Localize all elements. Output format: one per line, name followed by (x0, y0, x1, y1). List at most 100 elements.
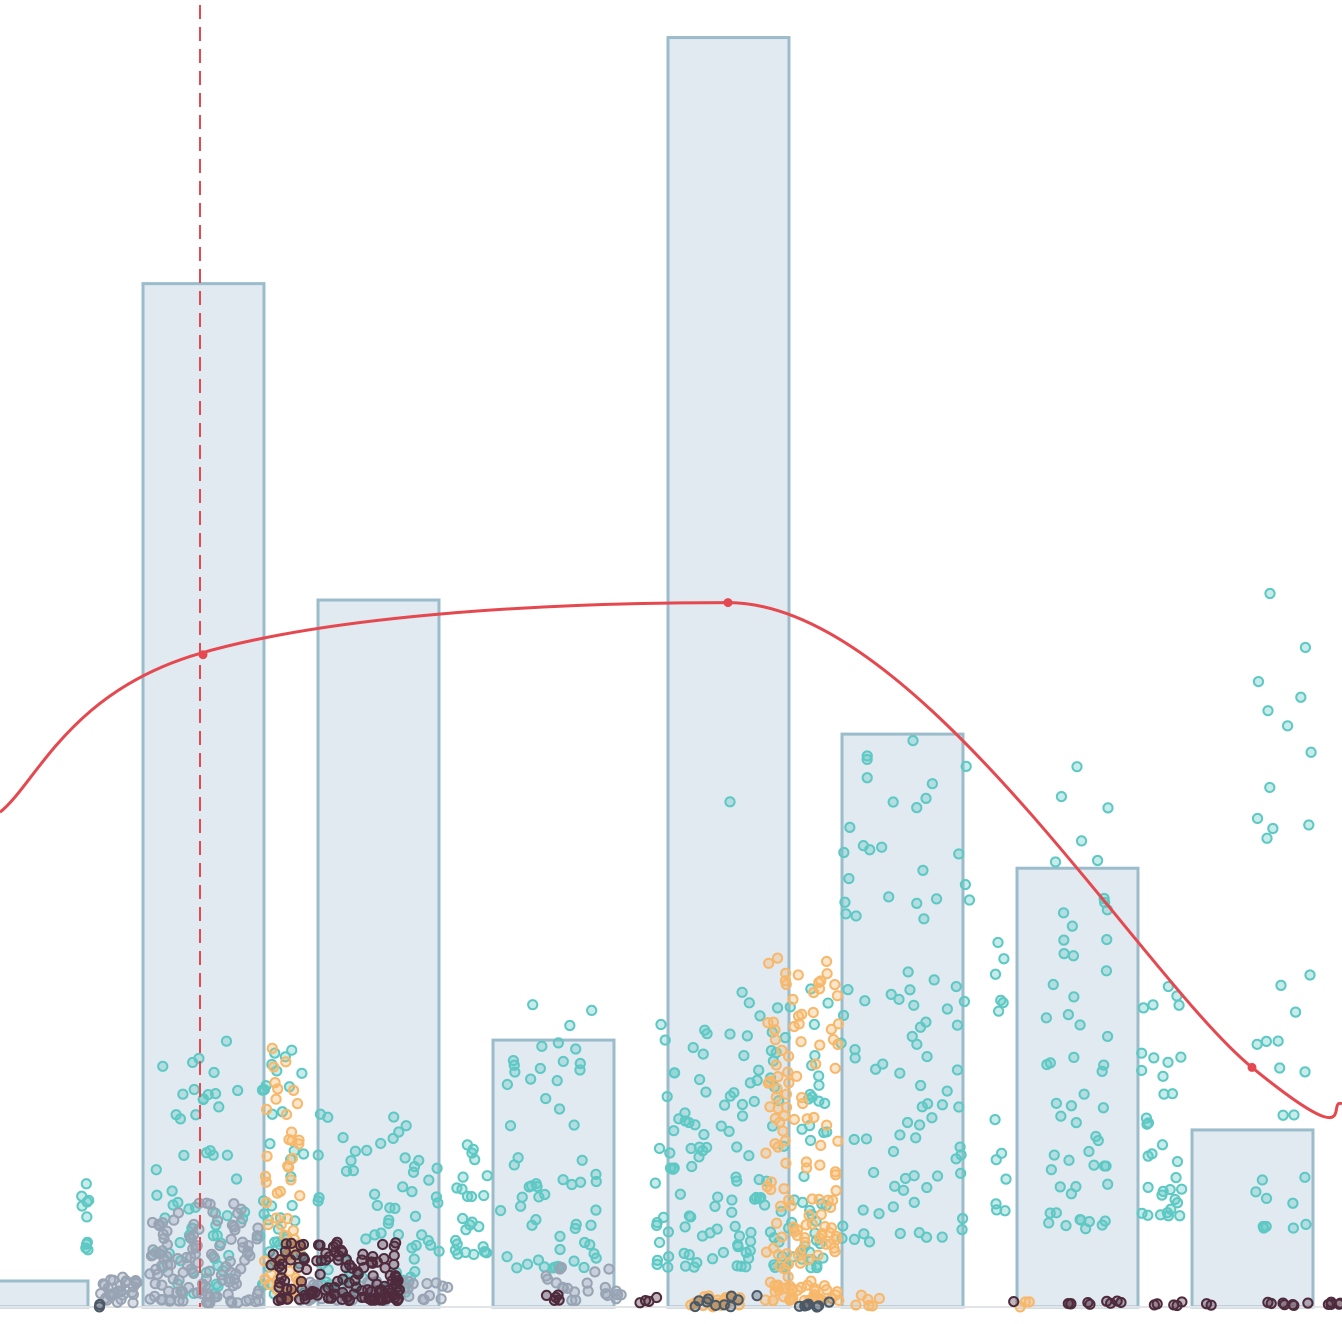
scatter-point-orange (763, 1075, 776, 1087)
scatter-point-teal (516, 1191, 528, 1203)
scatter-point-teal (504, 1120, 517, 1132)
scatter-point-teal (220, 1035, 233, 1047)
scatter-point-teal (883, 891, 895, 903)
scatter-layer (76, 587, 1342, 1313)
scatter-point-teal (963, 894, 976, 906)
scatter-point-gray (107, 1274, 119, 1286)
scatter-point-teal (230, 1173, 243, 1185)
scatter-point-gray (239, 1254, 251, 1266)
scatter-point-maroon (377, 1238, 389, 1251)
scatter-point-teal (322, 1111, 334, 1123)
scatter-point-teal (501, 1078, 513, 1091)
scatter-point-orange (269, 1077, 281, 1089)
scatter-point-teal (258, 1208, 270, 1220)
scatter-point-teal (461, 1139, 473, 1151)
scatter-point-teal (655, 1018, 667, 1031)
scatter-point-teal (920, 1231, 933, 1243)
scatter-point-teal (914, 1021, 927, 1033)
scatter-point-gray (403, 1290, 415, 1303)
scatter-point-teal (754, 1010, 766, 1022)
scatter-point-gray (201, 1197, 213, 1209)
scatter-point-gray (145, 1250, 158, 1262)
scatter-point-maroon (1151, 1298, 1163, 1310)
scatter-point-gray (185, 1233, 198, 1245)
scatter-point-orange (776, 1044, 788, 1056)
scatter-point-orange (815, 1139, 827, 1152)
scatter-point-teal (729, 1220, 741, 1233)
scatter-point-maroon (1205, 1299, 1217, 1311)
scatter-point-teal (457, 1171, 469, 1183)
scatter-point-teal (770, 1047, 782, 1059)
scatter-point-teal (588, 1248, 600, 1260)
scatter-point-orange (780, 1088, 793, 1100)
scatter-point-teal (525, 1073, 537, 1085)
scatter-point-teal (172, 1196, 184, 1209)
scatter-point-teal (1264, 587, 1276, 600)
scatter-point-teal (1148, 1052, 1160, 1064)
scatter-point-teal (157, 1060, 169, 1072)
scatter-point-teal (661, 1090, 673, 1103)
scatter-point-maroon (322, 1292, 335, 1304)
scatter-point-teal (177, 1088, 189, 1100)
scatter-point-teal (349, 1145, 361, 1157)
scatter-point-teal (904, 984, 916, 996)
scatter-point-teal (950, 980, 962, 993)
scatter-point-gray (251, 1230, 263, 1242)
scatter-point-teal (1162, 980, 1174, 993)
scatter-point-teal (312, 1149, 324, 1161)
scatter-point-orange (291, 1098, 304, 1110)
scatter-point-gray (225, 1233, 237, 1245)
scatter-point-maroon (343, 1277, 355, 1289)
scatter-point-orange (782, 1066, 794, 1078)
scatter-point-teal (894, 1129, 906, 1141)
scatter-point-teal (993, 1005, 1005, 1017)
scatter-point-orange (268, 1061, 280, 1073)
scatter-point-teal (753, 1064, 765, 1076)
scatter-point-orange (788, 1113, 800, 1126)
scatter-point-teal (1274, 1062, 1286, 1074)
scatter-point-teal (668, 1067, 681, 1079)
scatter-point-orange (782, 1271, 794, 1283)
scatter-point-maroon (634, 1297, 646, 1309)
scatter-point-teal (911, 1038, 923, 1050)
scatter-point-teal (1063, 1154, 1075, 1166)
scatter-point-teal (877, 1058, 889, 1070)
scatter-point-orange (260, 1103, 273, 1115)
scatter-point-teal (901, 1116, 914, 1129)
scatter-point-teal (1169, 1193, 1181, 1206)
scatter-point-teal (512, 1152, 524, 1164)
scatter-point-teal (1092, 1134, 1104, 1147)
scatter-point-teal (887, 1145, 900, 1158)
scatter-point-teal (1264, 781, 1276, 794)
scatter-point-teal (1062, 1009, 1074, 1021)
scatter-point-teal (408, 1253, 420, 1265)
scatter-point-teal (361, 1144, 373, 1157)
scatter-point-teal (207, 1149, 219, 1161)
scatter-point-teal (375, 1137, 387, 1150)
scatter-point-teal (797, 1196, 809, 1208)
bar-4 (666, 36, 791, 1309)
scatter-point-teal (540, 1092, 552, 1105)
scatter-point-teal (586, 1004, 598, 1017)
scatter-point-teal (733, 1230, 746, 1242)
scatter-point-teal (701, 1028, 713, 1040)
scatter-point-teal (509, 1066, 521, 1078)
scatter-point-teal (1136, 1047, 1148, 1059)
scatter-point-orange (793, 1018, 805, 1030)
scatter-point-teal (736, 986, 748, 998)
scatter-point-teal (936, 1231, 948, 1243)
scatter-point-gray (589, 1266, 601, 1278)
scatter-point-teal (796, 1123, 808, 1135)
scatter-point-maroon (293, 1261, 305, 1273)
scatter-point-teal (709, 1200, 721, 1212)
scatter-point-teal (393, 1126, 405, 1138)
scatter-point-teal (1101, 1030, 1114, 1043)
scatter-point-orange (769, 1138, 781, 1150)
scatter-point-orange (796, 1091, 808, 1104)
scatter-point-teal (286, 1199, 298, 1212)
scatter-point-teal (399, 1152, 411, 1164)
scatter-point-teal (526, 1219, 538, 1231)
scatter-point-teal (1287, 1222, 1299, 1234)
scatter-point-slate (710, 1299, 722, 1312)
scatter-point-teal (928, 974, 940, 986)
